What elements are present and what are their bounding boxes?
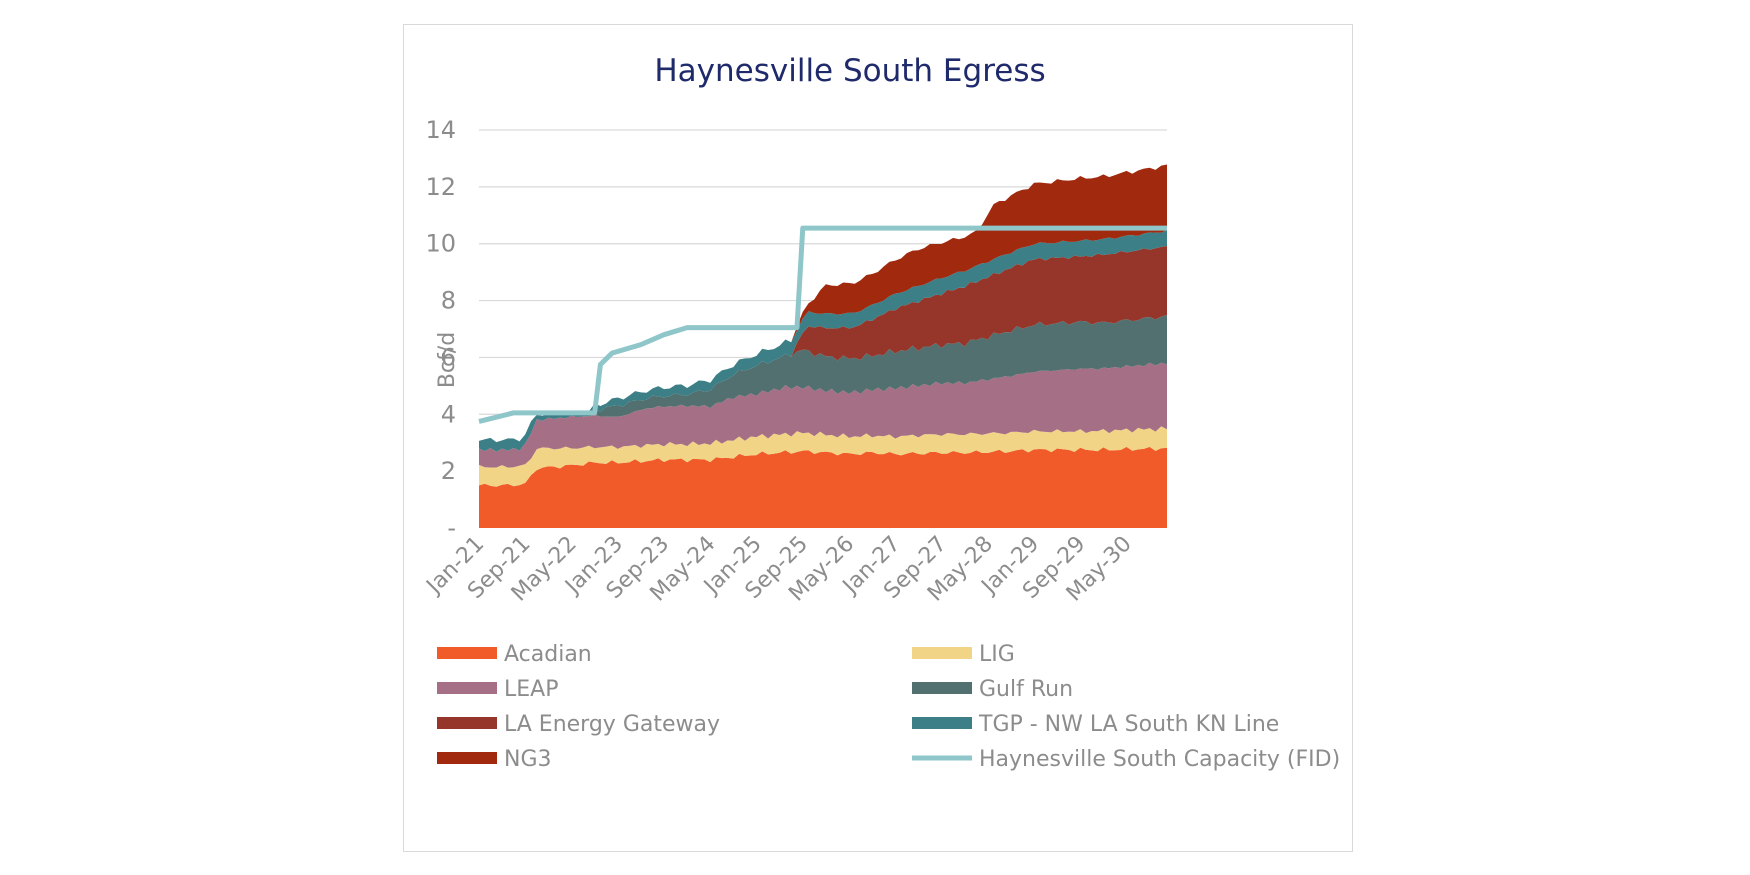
y-tick-label: 10 — [425, 230, 456, 258]
y-tick-label: 6 — [441, 343, 456, 371]
line-series — [478, 225, 1167, 424]
y-tick-label: 14 — [425, 116, 456, 144]
legend-label-gulf-run: Gulf Run — [979, 677, 1073, 702]
area-la-energy-gateway — [479, 245, 1167, 452]
area-acadian — [479, 446, 1167, 528]
area-leap — [479, 362, 1167, 468]
legend-label-lig: LIG — [979, 642, 1015, 667]
legend-swatch-tgp-nw-la-south-kn-line — [912, 717, 972, 729]
area-ng3 — [479, 164, 1167, 443]
legend-label-tgp-nw-la-south-kn-line: TGP - NW LA South KN Line — [978, 712, 1279, 737]
y-tick-label: - — [447, 514, 456, 542]
area-gulf-run — [479, 315, 1167, 452]
legend-label-leap: LEAP — [504, 677, 558, 702]
y-tick-label: 8 — [441, 287, 456, 315]
legend: Acadian LIG LEAP Gulf Run LA Energy Gateway T… — [437, 642, 1340, 772]
legend-swatch-gulf-run — [912, 682, 972, 694]
legend-label-acadian: Acadian — [504, 642, 592, 667]
area-series — [479, 164, 1167, 528]
legend-label-haynesville-south-capacity-fid: Haynesville South Capacity (FID) — [979, 747, 1340, 772]
legend-swatch-ng3 — [437, 752, 497, 764]
y-tick-label: 4 — [441, 400, 456, 428]
line-haynesville-south-capacity — [478, 225, 1167, 424]
legend-swatch-leap — [437, 682, 497, 694]
legend-swatch-acadian — [437, 647, 497, 659]
y-axis-ticks: - 2 4 6 8 10 12 14 — [425, 116, 456, 542]
area-lig — [479, 426, 1167, 487]
legend-label-ng3: NG3 — [504, 747, 552, 772]
chart-title: Haynesville South Egress — [654, 53, 1045, 89]
legend-label-la-energy-gateway: LA Energy Gateway — [504, 712, 720, 737]
y-axis-label: Bcf/d — [435, 332, 460, 388]
y-tick-label: 12 — [425, 173, 456, 201]
y-tick-label: 2 — [441, 457, 456, 485]
legend-swatch-lig — [912, 647, 972, 659]
area-tgp-nw-la-south-kn-line — [479, 230, 1167, 452]
chart-svg: Haynesville South Egress - 2 4 6 8 10 12 14 Jan… — [421, 53, 1340, 772]
legend-swatch-la-energy-gateway — [437, 717, 497, 729]
x-axis-ticks: Jan-21Sep-21May-22Jan-23Sep-23May-24Jan-… — [421, 532, 1137, 607]
chart-frame: Haynesville South Egress - 2 4 6 8 10 12 14 Jan… — [403, 24, 1353, 852]
